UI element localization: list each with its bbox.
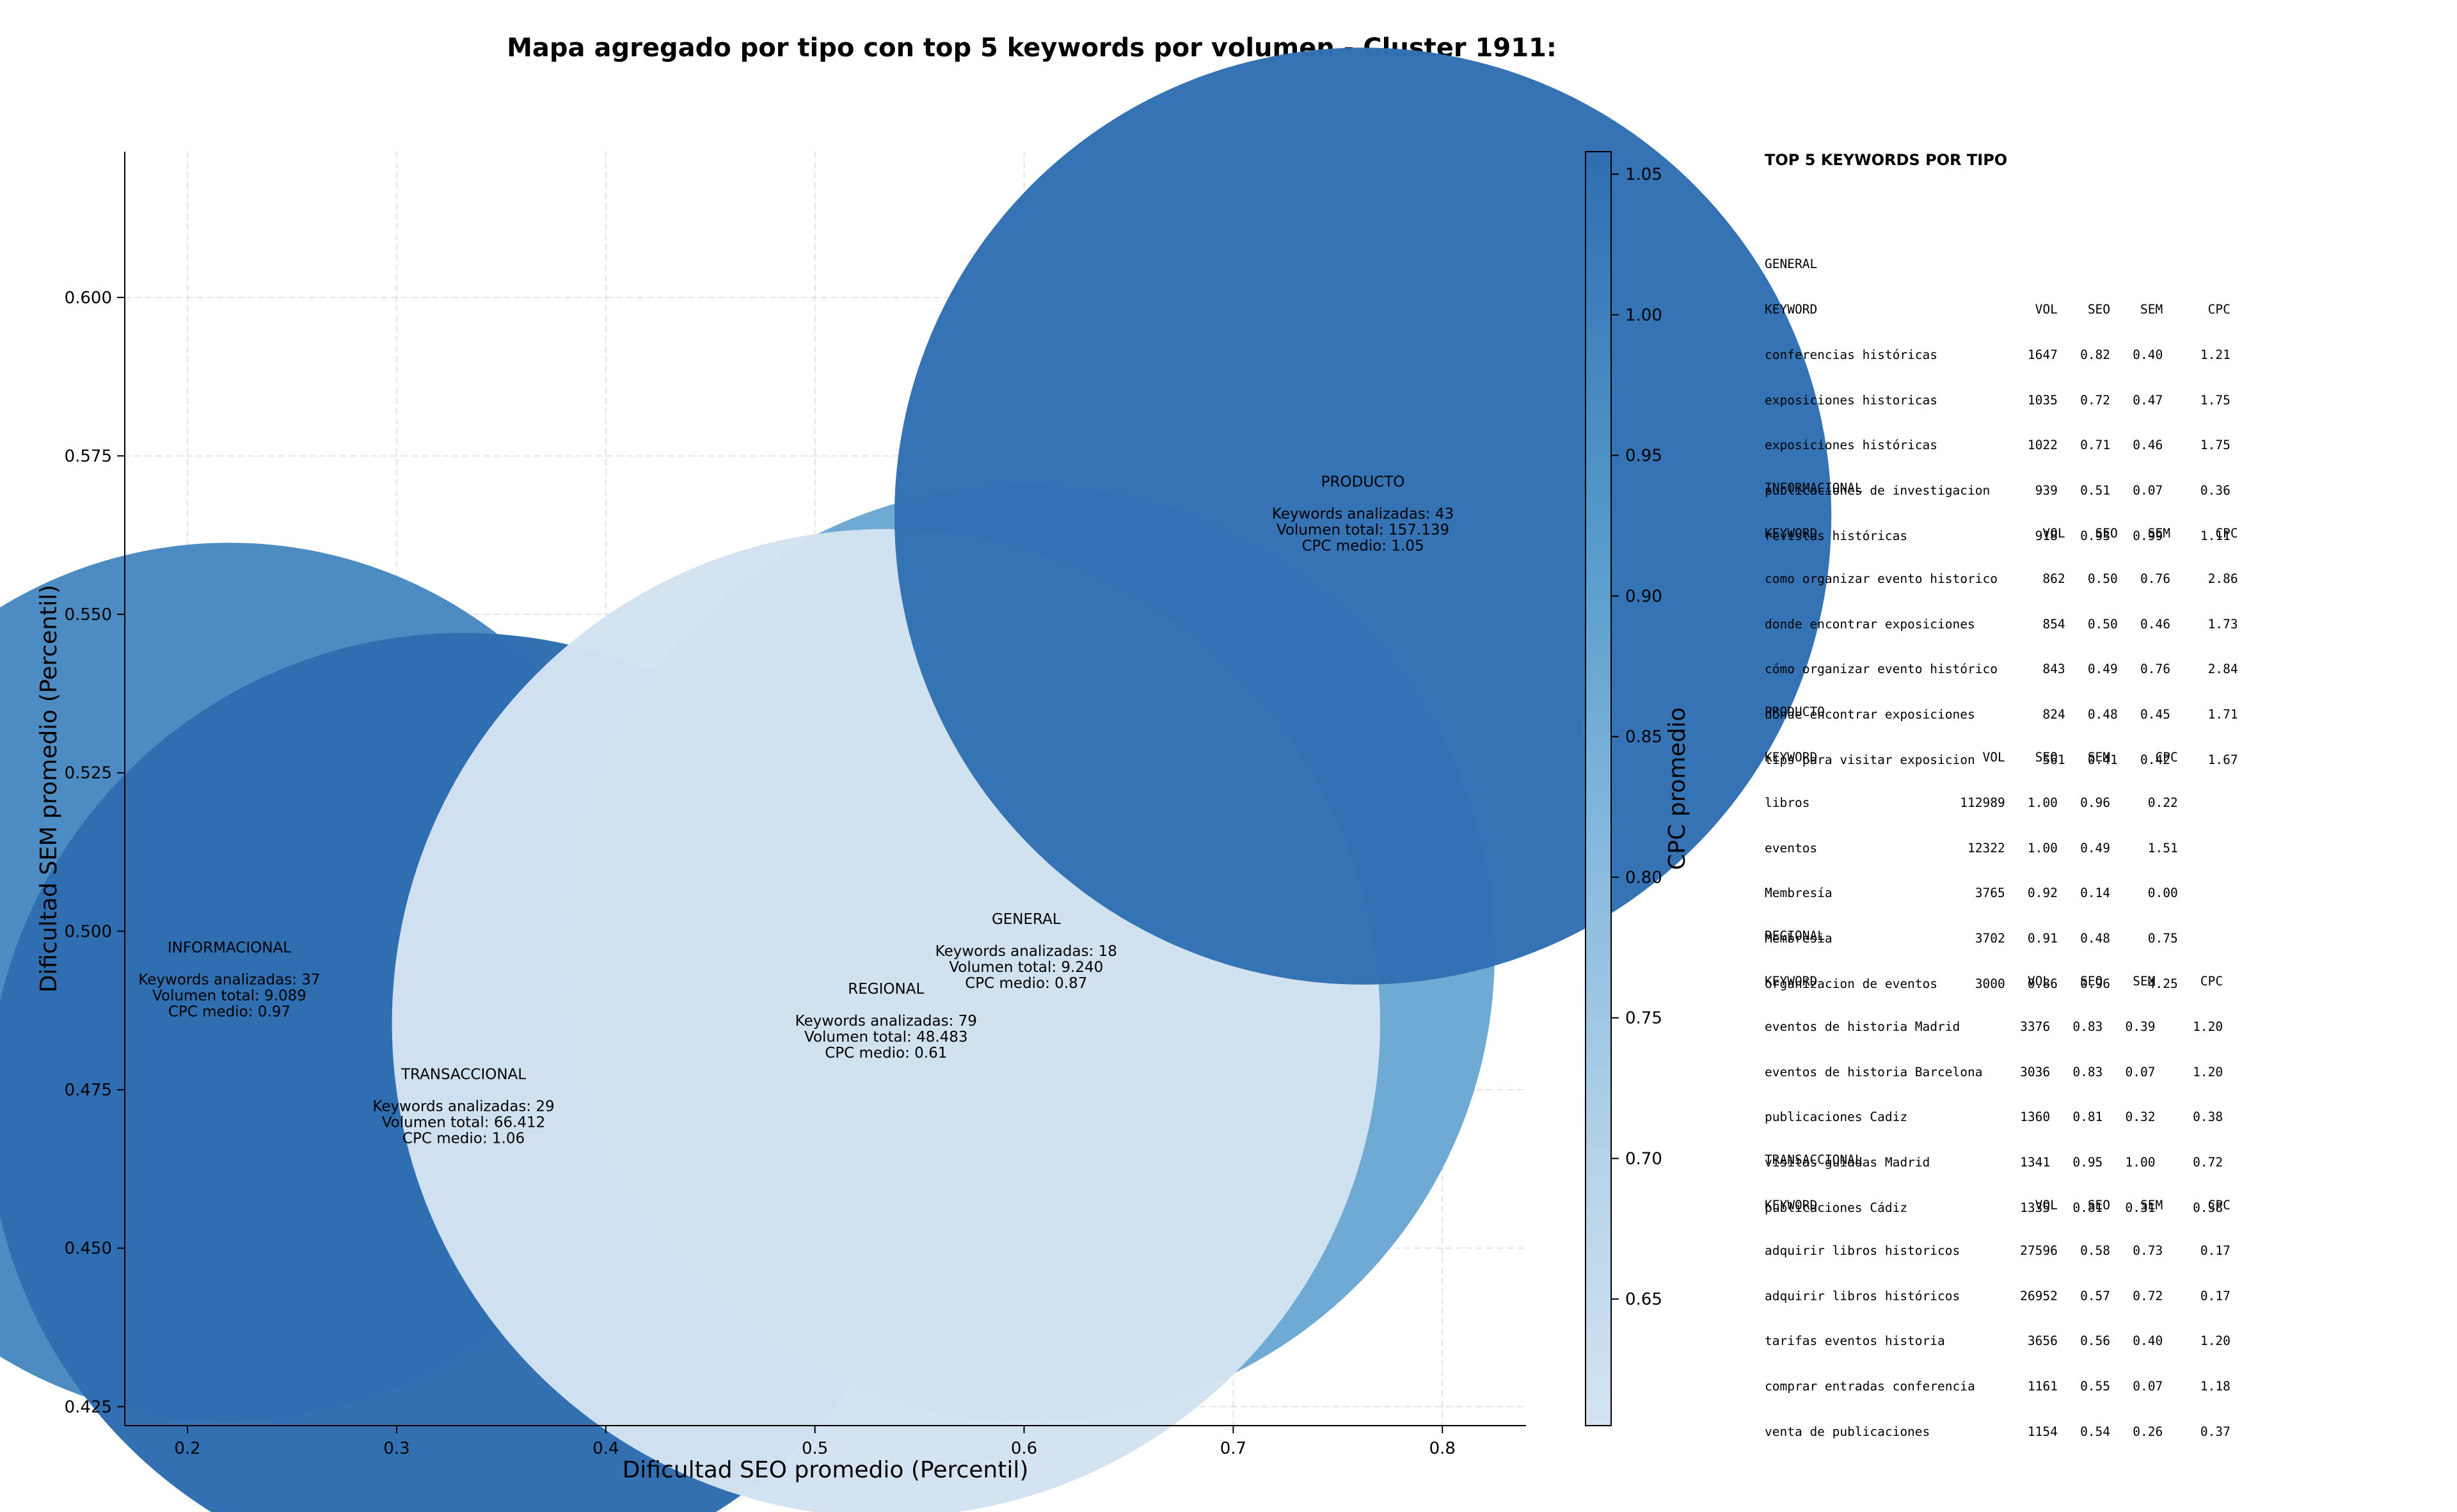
section-name: GENERAL (1765, 257, 1818, 272)
y-tick-label: 0.425 (65, 1397, 112, 1417)
x-tick-label: 0.4 (592, 1439, 619, 1458)
bubble-stat: Volumen total: 48.483 (804, 1029, 968, 1046)
colorbar-tick-label: 0.65 (1625, 1290, 1662, 1309)
section-name: TRANSACCIONAL (1765, 1152, 1863, 1168)
colorbar-tick-label: 0.95 (1625, 447, 1662, 466)
table-row: tarifas eventos historia 3656 0.56 0.40 … (1765, 1333, 2230, 1349)
keyword-table-general: GENERAL KEYWORD VOL SEO SEM CPC conferen… (1765, 227, 2230, 574)
x-tick-label: 0.5 (802, 1439, 828, 1458)
y-tick-label: 0.450 (65, 1239, 112, 1259)
table-row: publicaciones Cádiz 1335 0.81 0.31 0.38 (1765, 1200, 2223, 1215)
keyword-table-transaccional: TRANSACCIONAL KEYWORD VOL SEO SEM CPC ad… (1765, 1122, 2230, 1470)
section-name: PRODUCTO (1765, 704, 1825, 720)
panel-title: TOP 5 KEYWORDS POR TIPO (1765, 151, 2008, 169)
bubble-label: REGIONAL (848, 981, 924, 998)
table-row: organizacion de eventos 3000 0.86 0.96 4… (1765, 976, 2178, 991)
x-tick-label: 0.3 (383, 1439, 410, 1458)
table-row: como organizar evento historico 862 0.50… (1765, 571, 2238, 586)
bubble-stat: Volumen total: 157.139 (1276, 522, 1449, 539)
table-row: publicaciones de investigacion 939 0.51 … (1765, 483, 2230, 498)
y-tick-label: 0.550 (65, 605, 112, 625)
bubble-stat: CPC medio: 0.97 (168, 1004, 290, 1021)
table-row: eventos de historia Madrid 3376 0.83 0.3… (1765, 1019, 2223, 1034)
bubble-stat: Keywords analizadas: 79 (795, 1013, 977, 1030)
colorbar-tick-label: 0.85 (1625, 728, 1662, 747)
y-tick-label: 0.575 (65, 447, 112, 466)
colorbar-tick-label: 1.00 (1625, 306, 1662, 325)
colorbar-tick-label: 0.80 (1625, 868, 1662, 887)
section-name: REGIONAL (1765, 928, 1825, 944)
table-row: donde encontrar exposiciones 854 0.50 0.… (1765, 616, 2238, 632)
bubble-label: GENERAL (992, 911, 1061, 928)
x-tick-label: 0.6 (1011, 1439, 1037, 1458)
table-row: libros 112989 1.00 0.96 0.22 (1765, 795, 2178, 810)
colorbar-label: CPC promedio (1664, 707, 1690, 870)
table-row: venta de publicaciones 1154 0.54 0.26 0.… (1765, 1424, 2230, 1439)
section-name: INFORMACIONAL (1765, 481, 1863, 496)
keyword-table-producto: PRODUCTO KEYWORD VOL SEO SEM CPC libros … (1765, 674, 2178, 1022)
table-header: KEYWORD VOL SEO SEM CPC (1765, 973, 2223, 989)
x-axis-label: Dificultad SEO promedio (Percentil) (623, 1457, 1029, 1483)
keyword-table-regional: REGIONAL KEYWORD VOL SEO SEM CPC eventos… (1765, 898, 2223, 1246)
colorbar-gradient (1585, 151, 1612, 1426)
colorbar: 0.65 0.70 0.75 0.80 0.85 0.90 0.95 1.00 1.05 CPC … (1585, 151, 1690, 1426)
table-row: comprar entradas conferencia 1161 0.55 0… (1765, 1379, 2230, 1394)
table-row: adquirir libros históricos 26952 0.57 0.… (1765, 1288, 2230, 1303)
bubble-stat: Keywords analizadas: 18 (935, 943, 1117, 960)
top-keywords-panel: TOP 5 KEYWORDS POR TIPO GENERAL KEYWORD … (1765, 151, 2443, 1439)
colorbar-tick-label: 0.70 (1625, 1149, 1662, 1168)
bubble-stat: CPC medio: 1.06 (402, 1131, 525, 1147)
bubble-stat: CPC medio: 1.05 (1301, 538, 1424, 555)
y-tick-label: 0.500 (65, 922, 112, 941)
bubble-label: PRODUCTO (1321, 474, 1405, 491)
bubble-stat: CPC medio: 0.87 (965, 975, 1087, 992)
table-row: Membresía 3765 0.92 0.14 0.00 (1765, 886, 2178, 901)
table-header: KEYWORD VOL SEO SEM CPC (1765, 1197, 2230, 1213)
table-row: eventos 12322 1.00 0.49 1.51 (1765, 840, 2178, 855)
table-header: KEYWORD VOL SEO SEM CPC (1765, 749, 2178, 765)
table-row: Membresia 3702 0.91 0.48 0.75 (1765, 931, 2178, 946)
bubble-stat: Volumen total: 9.240 (949, 959, 1103, 976)
table-row: cómo organizar evento histórico 843 0.49… (1765, 662, 2238, 677)
colorbar-tick-label: 0.90 (1625, 587, 1662, 606)
table-row: exposiciones históricas 1022 0.71 0.46 1… (1765, 438, 2230, 453)
table-header: KEYWORD VOL SEO SEM CPC (1765, 301, 2230, 317)
table-row: exposiciones historicas 1035 0.72 0.47 1… (1765, 392, 2230, 408)
table-row: conferencias históricas 1647 0.82 0.40 1… (1765, 347, 2230, 362)
table-row: publicaciones Cadiz 1360 0.81 0.32 0.38 (1765, 1110, 2223, 1125)
x-tick-label: 0.2 (174, 1439, 200, 1458)
bubble-stat: Keywords analizadas: 37 (138, 972, 320, 989)
table-header: KEYWORD VOL SEO SEM CPC (1765, 525, 2238, 541)
bubble-stat: CPC medio: 0.61 (825, 1045, 947, 1062)
y-tick-label: 0.525 (65, 764, 112, 783)
bubble-stat: Volumen total: 9.089 (152, 988, 306, 1005)
bubble-label: INFORMACIONAL (168, 940, 291, 957)
bubble-label: TRANSACCIONAL (401, 1067, 526, 1083)
bubble-stat: Keywords analizadas: 29 (372, 1099, 554, 1115)
colorbar-tick-label: 1.05 (1625, 165, 1662, 184)
table-row: eventos de historia Barcelona 3036 0.83 … (1765, 1064, 2223, 1079)
y-axis-label: Dificultad SEM promedio (Percentil) (36, 585, 62, 993)
y-tick-label: 0.475 (65, 1081, 112, 1100)
table-row: tips para visitar exposicion 561 0.41 0.… (1765, 752, 2238, 767)
y-tick-label: 0.600 (65, 289, 112, 308)
table-row: revistas históricas 918 0.93 0.99 1.11 (1765, 528, 2230, 543)
axes: 0.2 0.3 0.4 0.5 0.6 0.7 0.8 0.425 0.450 0.475 0.50… (36, 152, 1526, 1483)
x-tick-label: 0.8 (1429, 1439, 1456, 1458)
bubble-stat: Keywords analizadas: 43 (1272, 506, 1454, 523)
table-row: dónde encontrar exposiciones 824 0.48 0.… (1765, 707, 2238, 722)
x-tick-label: 0.7 (1220, 1439, 1246, 1458)
colorbar-tick-label: 0.75 (1625, 1009, 1662, 1028)
table-row: visitas guiadas Madrid 1341 0.95 1.00 0.… (1765, 1155, 2223, 1170)
table-row: adquirir libros historicos 27596 0.58 0.… (1765, 1243, 2230, 1258)
bubble-stat: Volumen total: 66.412 (382, 1115, 546, 1131)
keyword-table-informacional: INFORMACIONAL KEYWORD VOL SEO SEM CPC co… (1765, 450, 2238, 798)
